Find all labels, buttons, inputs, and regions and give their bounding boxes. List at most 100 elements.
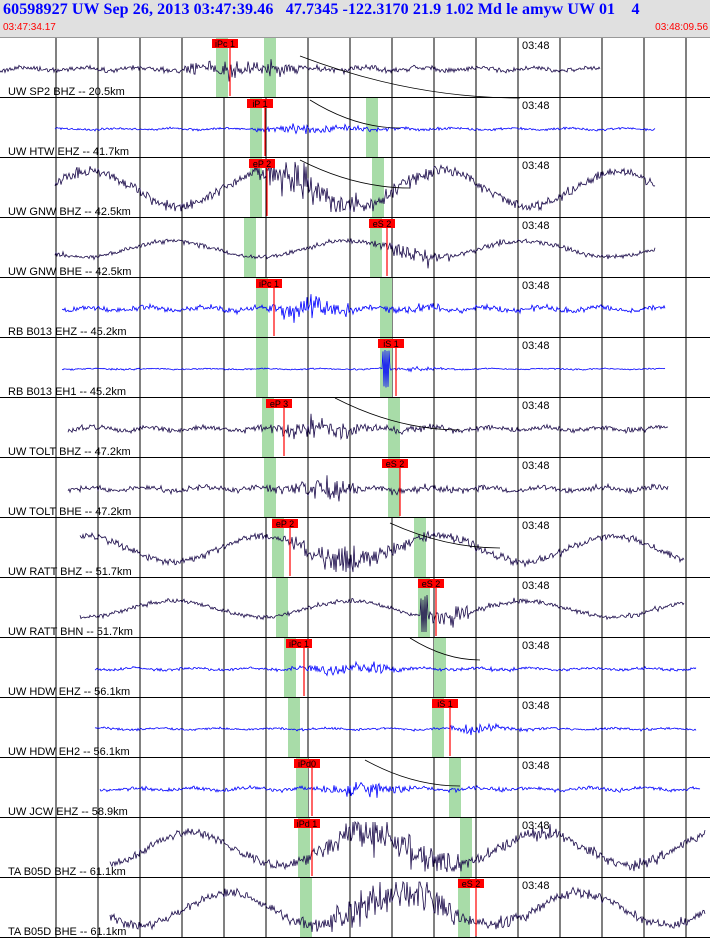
waveform-trace <box>54 123 656 135</box>
pick-label: iPc 1 <box>215 39 235 49</box>
minute-marker: 03:48 <box>522 160 550 172</box>
p-window-band <box>256 278 268 338</box>
travel-time-curve <box>299 159 411 189</box>
p-window-band <box>272 518 284 578</box>
s-window-band <box>372 158 384 218</box>
p-window-band <box>288 698 300 758</box>
waveform-trace <box>94 722 697 736</box>
s-window-band <box>388 458 400 518</box>
p-window-band <box>244 218 256 278</box>
minute-marker: 03:48 <box>522 700 550 712</box>
s-window-band <box>264 38 276 98</box>
header-bar: 60598927 UW Sep 26, 2013 03:47:39.46 47.… <box>0 0 710 38</box>
s-window-band <box>458 878 470 938</box>
p-window-band <box>216 38 228 98</box>
trace-panel: iS 1 03:48 UW HDW EH2 -- 56.1km <box>0 698 710 758</box>
minute-marker: 03:48 <box>522 280 550 292</box>
pick-label: iS 1 <box>437 699 453 709</box>
travel-time-curve <box>309 99 401 129</box>
waveform-trace <box>109 820 706 873</box>
travel-time-curve <box>334 397 461 431</box>
pick-label: iPc 1 <box>259 279 279 289</box>
start-time-label: 03:47:34.17 <box>3 22 56 33</box>
station-label: UW HDW EH2 -- 56.1km <box>8 746 130 758</box>
minute-marker: 03:48 <box>522 340 550 352</box>
waveform-trace <box>61 294 666 323</box>
trace-panel: iPd 1 03:48 TA B05D BHZ -- 61.1km <box>0 818 710 878</box>
station-label: UW TOLT BHZ -- 47.2km <box>8 446 131 458</box>
trace-panel: eP 3 03:48 UW TOLT BHZ -- 47.2km <box>0 397 710 458</box>
pick-label-box <box>458 879 484 888</box>
pick-label-box <box>249 159 275 168</box>
pick-label: iPd0 <box>298 759 316 769</box>
waveform-trace <box>54 161 656 213</box>
pick-label-box <box>286 639 312 648</box>
p-window-band <box>296 758 308 818</box>
waveform-trace <box>0 59 601 82</box>
waveform-trace <box>67 475 669 502</box>
trace-panel: eS 2 03:48 UW TOLT BHE -- 47.2km <box>0 458 710 518</box>
trace-panel: eS 2 03:48 UW RATT BHN -- 51.7km <box>0 578 710 638</box>
pick-label: eP 3 <box>270 399 288 409</box>
minute-marker: 03:48 <box>522 580 550 592</box>
pick-label: iP 1 <box>252 99 267 109</box>
waveform-trace <box>79 594 685 633</box>
station-label: RB B013 EH1 -- 45.2km <box>8 386 126 398</box>
minute-marker: 03:48 <box>522 40 550 52</box>
s-window-band <box>380 278 392 338</box>
minute-marker: 03:48 <box>522 460 550 472</box>
pick-label-box <box>382 459 408 468</box>
p-window-band <box>250 98 262 158</box>
station-label: TA B05D BHE -- 61.1km <box>8 926 126 938</box>
station-label: UW GNW BHZ -- 42.5km <box>8 206 131 218</box>
s-window-band <box>418 578 430 638</box>
p-window-band <box>298 818 310 878</box>
pick-label-box <box>272 519 298 528</box>
minute-marker: 03:48 <box>522 400 550 412</box>
pick-label: eP 2 <box>276 519 294 529</box>
pick-label: eS 2 <box>373 219 392 229</box>
station-label: UW SP2 BHZ -- 20.5km <box>8 86 125 98</box>
trace-panel: eS 2 03:48 TA B05D BHE -- 61.1km <box>0 878 710 938</box>
minute-marker: 03:48 <box>522 640 550 652</box>
pick-label-box <box>369 219 395 228</box>
travel-time-curve <box>409 637 481 661</box>
station-label: UW RATT BHZ -- 51.7km <box>8 566 132 578</box>
pick-label: eS 2 <box>462 879 481 889</box>
s-window-band <box>414 518 426 578</box>
p-window-band <box>300 878 312 938</box>
travel-time-curve <box>389 522 501 549</box>
pick-label-box <box>294 819 320 828</box>
pick-label: iPc 1 <box>289 639 309 649</box>
trace-panel: iPd0 03:48 UW JCW EHZ -- 58.9km <box>0 758 710 818</box>
minute-marker: 03:48 <box>522 760 550 772</box>
waveform-trace <box>54 237 656 269</box>
pick-label-box <box>247 99 273 108</box>
waveform-trace <box>67 413 669 441</box>
trace-panel: eP 2 03:48 UW RATT BHZ -- 51.7km <box>0 518 710 578</box>
travel-time-curve <box>299 55 521 99</box>
s-window-band <box>370 218 382 278</box>
travel-time-curve <box>364 759 461 787</box>
pick-label-box <box>266 399 292 408</box>
station-label: UW RATT BHN -- 51.7km <box>8 626 133 638</box>
minute-marker: 03:48 <box>522 100 550 112</box>
station-label: TA B05D BHZ -- 61.1km <box>8 866 126 878</box>
pick-label: iS 1 <box>383 339 399 349</box>
pick-label: eS 2 <box>386 459 405 469</box>
pick-label-box <box>378 339 404 348</box>
pick-label-box <box>418 579 444 588</box>
station-label: UW GNW BHE -- 42.5km <box>8 266 131 278</box>
pick-label: iPd 1 <box>297 819 318 829</box>
waveform-trace <box>99 781 701 798</box>
pick-label-box <box>294 759 320 768</box>
seismogram-plot: iPc 1 03:48 UW SP2 BHZ -- 20.5km iP 1 03:48 U… <box>0 38 710 938</box>
trace-panel: iS 1 03:48 RB B013 EH1 -- 45.2km <box>0 338 710 398</box>
station-label: UW HTW EHZ -- 41.7km <box>8 146 129 158</box>
trace-panel: eP 2 03:48 UW GNW BHZ -- 42.5km <box>0 158 710 218</box>
minute-marker: 03:48 <box>522 880 550 892</box>
end-time-label: 03:48:09.56 <box>655 22 708 33</box>
waveform-trace <box>109 880 706 933</box>
trace-panel: iPc 1 03:48 UW HDW EHZ -- 56.1km <box>0 637 710 698</box>
p-window-band <box>264 458 276 518</box>
